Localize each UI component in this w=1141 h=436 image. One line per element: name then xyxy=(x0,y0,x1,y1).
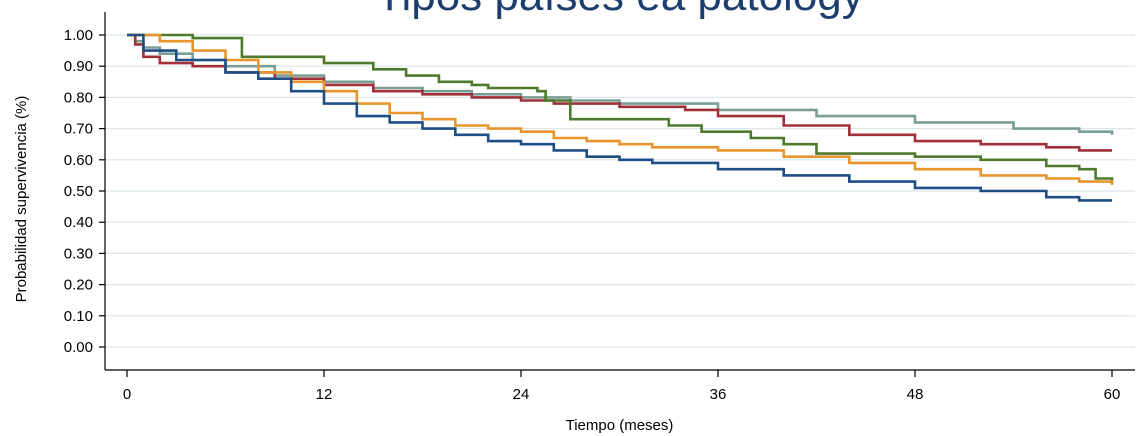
chart-title: Tipos países eá patology xyxy=(376,0,864,20)
grid-lines xyxy=(105,34,1135,348)
x-tick-label: 12 xyxy=(316,386,333,403)
x-tick-label: 48 xyxy=(907,386,924,403)
series-line-5 xyxy=(127,33,1112,202)
series-lines xyxy=(127,33,1114,202)
series-line-2 xyxy=(127,33,1112,152)
x-ticks: 0 12 24 36 48 60 xyxy=(123,370,1121,403)
y-tick-label: 0.40 xyxy=(64,214,93,231)
y-axis-label: Probabilidad supervivencia (%) xyxy=(13,96,30,303)
y-ticks: 0.00 0.10 0.20 0.30 0.40 0.50 0.60 0.70 0.80 0.90… xyxy=(64,27,105,356)
y-tick-label: 0.20 xyxy=(64,277,93,294)
y-tick-label: 0.80 xyxy=(64,89,93,106)
y-tick-label: 0.70 xyxy=(64,121,93,138)
y-tick-label: 1.00 xyxy=(64,27,93,44)
x-axis-label: Tiempo (meses) xyxy=(566,417,674,434)
y-tick-label: 0.60 xyxy=(64,152,93,169)
series-line-1 xyxy=(127,33,1114,135)
y-tick-label: 0.00 xyxy=(64,339,93,356)
y-tick-label: 0.30 xyxy=(64,245,93,262)
x-tick-label: 60 xyxy=(1104,386,1121,403)
x-tick-label: 24 xyxy=(513,386,530,403)
series-line-3 xyxy=(127,33,1114,185)
x-tick-label: 36 xyxy=(710,386,727,403)
y-tick-label: 0.50 xyxy=(64,183,93,200)
y-tick-label: 0.90 xyxy=(64,58,93,75)
x-tick-label: 0 xyxy=(123,386,131,403)
y-tick-label: 0.10 xyxy=(64,308,93,325)
